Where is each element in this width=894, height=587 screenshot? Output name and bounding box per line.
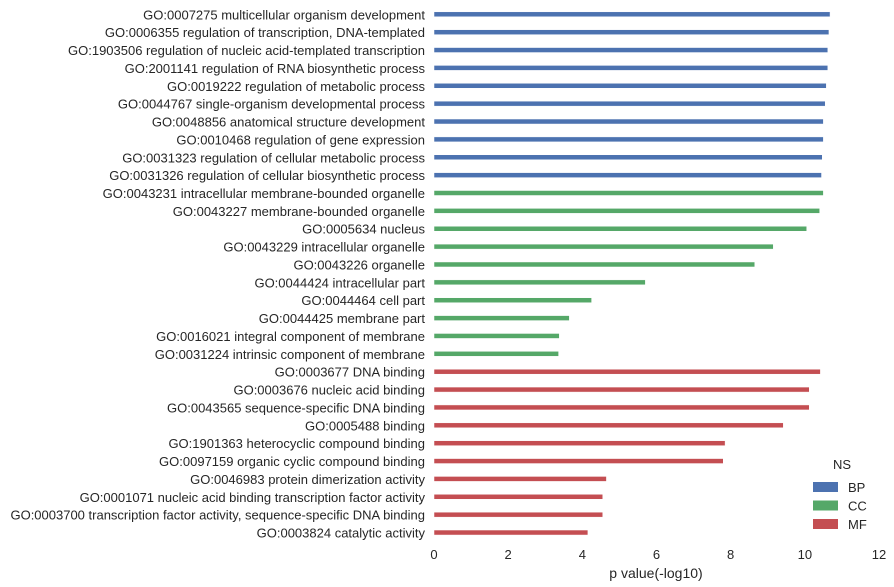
bar-cc — [433, 297, 592, 303]
legend-entries: BP CC MF — [813, 480, 867, 532]
category-label: GO:0003677 DNA binding — [275, 365, 425, 380]
legend-label: BP — [848, 480, 865, 495]
bar-mf — [433, 368, 821, 375]
category-label: GO:0031326 regulation of cellular biosyn… — [109, 168, 425, 183]
category-label: GO:0003824 catalytic activity — [257, 526, 426, 541]
category-label: GO:0003676 nucleic acid binding — [233, 383, 425, 398]
bars-layer — [433, 11, 831, 536]
legend: NS BP CC MF — [813, 457, 867, 532]
category-label: GO:0097159 organic cyclic compound bindi… — [159, 454, 425, 469]
category-label: GO:0005634 nucleus — [302, 222, 425, 237]
category-label: GO:0043565 sequence-specific DNA binding — [167, 400, 425, 415]
legend-swatch-cc — [813, 500, 838, 511]
category-label: GO:0019222 regulation of metabolic proce… — [167, 79, 425, 94]
bar-bp — [433, 83, 827, 89]
x-tick-label: 4 — [579, 547, 586, 562]
bar-mf — [433, 440, 726, 446]
category-label: GO:0001071 nucleic acid binding transcri… — [80, 490, 426, 505]
bar-bp — [433, 11, 831, 18]
bar-cc — [433, 225, 807, 232]
category-label: GO:0044424 intracellular part — [254, 275, 425, 290]
category-label: GO:0007275 multicellular organism develo… — [143, 7, 425, 22]
bar-bp — [433, 100, 826, 107]
bar-bp — [433, 65, 829, 71]
bar-mf — [433, 386, 810, 393]
bar-bp — [433, 136, 824, 143]
x-tick-label: 10 — [798, 547, 812, 562]
bar-mf — [433, 529, 589, 536]
bar-cc — [433, 243, 774, 250]
category-label: GO:0005488 binding — [305, 418, 425, 433]
category-label: GO:0046983 protein dimerization activity — [190, 472, 425, 487]
category-label: GO:0016021 integral component of membran… — [156, 329, 425, 344]
category-label: GO:0043229 intracellular organelle — [223, 240, 425, 255]
legend-title: NS — [833, 457, 851, 472]
category-label: GO:0003700 transcription factor activity… — [10, 508, 425, 523]
bar-cc — [433, 351, 559, 357]
category-label: GO:1903506 regulation of nucleic acid-te… — [68, 43, 425, 58]
category-label: GO:0044767 single-organism developmental… — [118, 97, 426, 112]
bar-mf — [433, 422, 784, 429]
bar-cc — [433, 333, 560, 339]
x-axis-label: p value(-log10) — [609, 565, 702, 581]
legend-label: CC — [848, 499, 867, 514]
x-tick-label: 6 — [653, 547, 660, 562]
bar-cc — [433, 315, 570, 321]
category-label: GO:0006355 regulation of transcription, … — [105, 25, 425, 40]
category-label: GO:0044464 cell part — [301, 293, 425, 308]
bar-cc — [433, 208, 820, 214]
bar-bp — [433, 118, 824, 125]
bar-bp — [433, 154, 823, 161]
legend-swatch-bp — [813, 482, 838, 492]
x-tick-label: 0 — [430, 547, 437, 562]
x-tick-label: 8 — [727, 547, 734, 562]
category-label: GO:0043231 intracellular membrane-bounde… — [103, 186, 425, 201]
category-label: GO:2001141 regulation of RNA biosyntheti… — [125, 61, 426, 76]
bar-mf — [433, 476, 607, 482]
bar-mf — [433, 458, 724, 464]
bar-cc — [433, 190, 824, 196]
category-label: GO:0031323 regulation of cellular metabo… — [122, 150, 425, 165]
bar-mf — [433, 511, 603, 518]
category-labels: GO:0007275 multicellular organism develo… — [10, 7, 425, 540]
bar-cc — [433, 261, 756, 268]
category-label: GO:0031224 intrinsic component of membra… — [155, 347, 425, 362]
category-label: GO:0044425 membrane part — [259, 311, 426, 326]
category-label: GO:1901363 heterocyclic compound binding — [168, 436, 425, 451]
category-label: GO:0048856 anatomical structure developm… — [152, 115, 426, 130]
x-tick-label: 12 — [872, 547, 886, 562]
bar-bp — [433, 47, 829, 53]
bar-bp — [433, 172, 822, 178]
bar-bp — [433, 29, 830, 35]
legend-label: MF — [848, 517, 867, 532]
x-axis-ticks: 0 2 4 6 8 10 12 — [430, 547, 886, 562]
bar-cc — [433, 279, 646, 286]
category-label: GO:0043226 organelle — [293, 257, 425, 272]
category-label: GO:0010468 regulation of gene expression — [176, 132, 425, 147]
bar-mf — [433, 404, 810, 411]
legend-swatch-mf — [813, 519, 838, 529]
x-tick-label: 2 — [505, 547, 512, 562]
category-label: GO:0043227 membrane-bounded organelle — [173, 204, 425, 219]
bar-mf — [433, 494, 603, 500]
